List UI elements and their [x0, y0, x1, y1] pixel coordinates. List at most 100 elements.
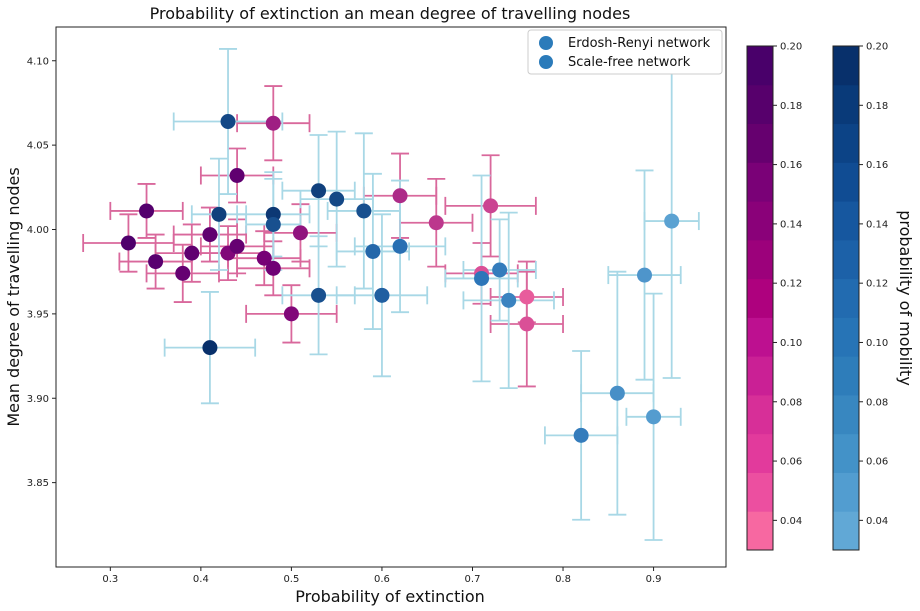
colorbar-tick-label: 0.20: [780, 42, 802, 53]
colorbar-segment: [833, 84, 859, 125]
plot-area: [55, 26, 727, 568]
colorbar-segment: [747, 472, 773, 512]
point-scalefree: [501, 292, 517, 308]
y-tick-label: 4.05: [27, 141, 49, 152]
y-tick-label: 3.95: [27, 309, 49, 320]
y-tick-label: 4.10: [27, 56, 49, 67]
colorbar-segment: [747, 123, 773, 163]
legend-marker-erdos: [539, 36, 553, 50]
colorbar-segment: [747, 511, 773, 551]
point-erdos: [265, 260, 281, 276]
colorbar-segment: [833, 201, 859, 241]
point-erdos: [229, 168, 245, 183]
point-scalefree: [365, 243, 381, 259]
point-scalefree: [356, 203, 372, 219]
y-tick-label: 3.85: [27, 478, 49, 489]
point-erdos: [202, 227, 218, 243]
colorbar-tick-label: 0.18: [866, 101, 888, 112]
colorbar-tick-label: 0.06: [780, 457, 802, 468]
colorbar-tick-label: 0.12: [780, 279, 802, 290]
point-scalefree: [609, 385, 625, 401]
point-scalefree: [329, 191, 345, 207]
colorbar-segment: [747, 278, 773, 318]
colorbar-tick-label: 0.14: [780, 219, 802, 230]
point-scalefree: [492, 262, 508, 278]
colorbar-label: probability of mobility: [896, 210, 915, 386]
point-erdos: [139, 203, 155, 219]
point-erdos: [265, 115, 281, 131]
colorbar-tick-label: 0.18: [780, 101, 802, 112]
x-axis: 0.3 0.4 0.5 0.6 0.7 0.8 0.9: [102, 567, 662, 585]
point-scalefree: [664, 213, 680, 229]
point-erdos: [392, 188, 408, 204]
colorbar-segment: [833, 511, 859, 551]
colorbar-segment: [747, 84, 773, 125]
point-erdos: [120, 235, 136, 251]
colorbar-segment: [747, 356, 773, 396]
colorbar-segment: [833, 239, 859, 280]
colorbar-segment: [833, 123, 859, 163]
colorbar-segment: [747, 201, 773, 241]
colorbar-tick-label: 0.16: [780, 160, 802, 171]
legend-marker-scalefree: [539, 55, 553, 69]
point-erdos: [283, 306, 299, 322]
colorbar-tick-label: 0.10: [866, 338, 888, 349]
point-scalefree: [311, 287, 327, 303]
colorbar-segment: [833, 162, 859, 202]
colorbar-tick-label: 0.14: [866, 219, 888, 230]
colorbar-tick-label: 0.12: [866, 279, 888, 290]
point-erdos: [483, 198, 499, 214]
data-markers: [120, 114, 680, 443]
x-tick-label: 0.5: [283, 574, 299, 585]
colorbar-segment: [833, 356, 859, 396]
colorbar-segment: [833, 433, 859, 473]
colorbar-segment: [747, 162, 773, 202]
y-axis: 3.85 3.90 3.95 4.00 4.05 4.10: [27, 56, 56, 489]
colorbar-frame: [832, 45, 860, 551]
point-scalefree: [646, 409, 662, 425]
legend-box: [527, 29, 723, 75]
x-axis-label: Probability of extinction: [295, 587, 485, 606]
y-axis-label: Mean degree of travelling nodes: [4, 167, 23, 426]
point-erdos: [292, 225, 308, 241]
point-scalefree: [374, 287, 390, 303]
colorbar-tick-label: 0.10: [780, 338, 802, 349]
point-scalefree: [265, 216, 281, 232]
point-scalefree: [220, 114, 236, 129]
colorbar-segment: [833, 317, 859, 357]
point-scalefree: [211, 206, 227, 222]
point-scalefree: [573, 427, 589, 443]
point-erdos: [175, 265, 191, 281]
colorbar-segment: [747, 317, 773, 357]
colorbar-erdos: 0.04 0.06 0.08 0.10 0.12 0.14 0.16 0.18 0.20: [746, 42, 802, 551]
point-erdos: [229, 238, 245, 254]
colorbar-scalefree: 0.04 0.06 0.08 0.10 0.12 0.14 0.16 0.18 0.20: [832, 42, 888, 551]
x-tick-label: 0.3: [102, 574, 118, 585]
colorbar-segment: [747, 433, 773, 473]
point-erdos: [184, 245, 200, 261]
point-scalefree: [637, 267, 653, 283]
point-erdos: [256, 250, 272, 266]
point-erdos: [428, 215, 444, 231]
colorbar-segment: [747, 239, 773, 280]
legend-label-erdos: Erdosh-Renyi network: [568, 36, 711, 51]
chart-title: Probability of extinction an mean degree…: [150, 4, 631, 23]
y-tick-label: 3.90: [27, 394, 49, 405]
point-erdos: [519, 316, 535, 332]
colorbar-tick-label: 0.04: [866, 516, 888, 527]
x-tick-label: 0.4: [193, 574, 209, 585]
colorbar-segment: [833, 472, 859, 512]
colorbar-tick-label: 0.04: [780, 516, 802, 527]
legend: Erdosh-Renyi network Scale-free network: [527, 29, 723, 75]
colorbar-frame: [746, 45, 774, 551]
x-tick-label: 0.6: [374, 574, 390, 585]
point-erdos: [148, 254, 164, 270]
colorbar-tick-label: 0.08: [866, 397, 888, 408]
colorbar-segment: [747, 46, 773, 86]
x-tick-label: 0.7: [465, 574, 481, 585]
y-tick-label: 4.00: [27, 225, 49, 236]
point-erdos: [519, 289, 535, 305]
colorbar-tick-label: 0.20: [866, 42, 888, 53]
colorbar-tick-label: 0.16: [866, 160, 888, 171]
legend-label-scalefree: Scale-free network: [568, 55, 691, 70]
